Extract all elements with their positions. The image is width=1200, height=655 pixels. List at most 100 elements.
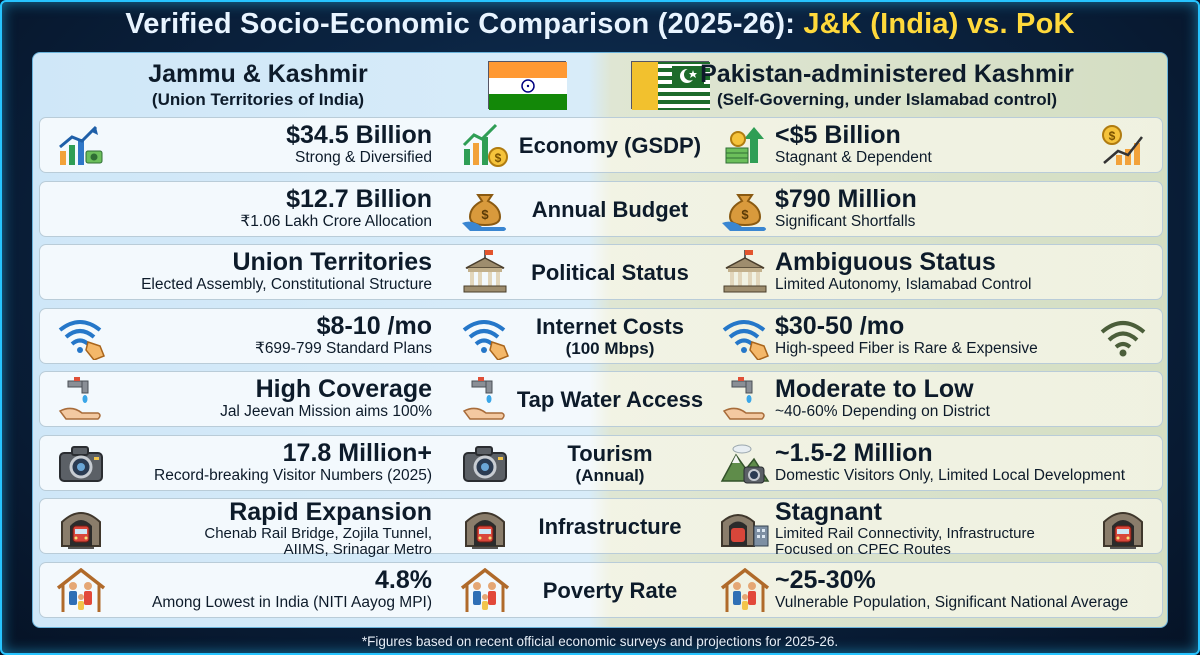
left-value: $34.5 Billion [286,121,432,149]
comparison-row: $34.5 Billion Strong & Diversified Economy… [39,117,1163,173]
left-region-subtitle: (Union Territories of India) [151,90,365,109]
right-cell: ~1.5-2 Million Domestic Visitors Only, Li… [775,438,1126,485]
comparison-row: $8-10 /mo ₹699-799 Standard Plans Internet… [39,307,1163,364]
right-value: ~1.5-2 Million [775,438,933,467]
right-value: ~25-30% [775,565,876,594]
right-cell: ~25-30% Vulnerable Population, Significan… [775,565,1129,612]
money-bag-hand-icon: $ [720,187,770,233]
government-building-icon [720,250,770,296]
water-tap-hand-icon [720,377,770,423]
right-cell: $30-50 /mo High-speed Fiber is Rare & Exp… [775,312,1038,358]
category-label: Annual Budget [510,182,710,238]
india-flag-icon [488,61,567,110]
right-cell: Ambiguous Status Limited Autonomy, Islama… [775,249,1031,294]
right-header: Pakistan-administered Kashmir (Self-Gove… [607,53,1167,115]
family-house-icon [720,567,770,614]
svg-text:$: $ [481,207,489,222]
svg-text:$: $ [1109,129,1116,143]
train-tunnel-icon [56,504,106,550]
left-description: Elected Assembly, Constitutional Structu… [141,276,432,293]
right-description: Domestic Visitors Only, Limited Local De… [775,466,1126,484]
left-description: Strong & Diversified [295,149,432,166]
right-value: $790 Million [775,184,917,213]
right-description: Limited Autonomy, Islamabad Control [775,276,1032,293]
left-description: ₹1.06 Lakh Crore Allocation [240,212,432,230]
right-description: Stagnant & Dependent [775,149,932,166]
category-label: Economy (GSDP) [510,118,710,174]
right-description: ~40-60% Depending on District [775,403,990,420]
government-building-icon [460,250,510,296]
page-title: Verified Socio-Economic Comparison (2025… [0,8,1200,41]
category-name: Tourism [567,440,653,466]
left-value: $12.7 Billion [286,184,432,213]
category-name: Tap Water Access [516,387,704,412]
left-value: 4.8% [375,565,432,594]
right-description-line2: Focused on CPEC Routes [775,541,951,558]
wifi-tag-icon [720,314,770,361]
left-description: Jal Jeevan Mission aims 100% [220,403,432,420]
category-name: Infrastructure [538,514,682,539]
category-label: Infrastructure [510,499,710,555]
family-house-icon [56,567,106,614]
coin-chart-icon: $ [1098,123,1148,169]
train-tunnel-icon [460,504,510,550]
comparison-row: High Coverage Jal Jeevan Mission aims 100… [39,371,1163,427]
left-cell: High Coverage Jal Jeevan Mission aims 100… [220,376,432,421]
svg-text:$: $ [741,207,749,222]
right-value: Stagnant [775,498,882,526]
comparison-row: $12.7 Billion ₹1.06 Lakh Crore Allocation… [39,180,1163,238]
comparison-row: Rapid Expansion Chenab Rail Bridge, Zojil… [39,498,1163,558]
category-label: Tourism (Annual) [510,436,710,492]
left-region-name: Jammu & Kashmir [148,60,368,88]
left-description: ₹699-799 Standard Plans [254,339,432,357]
left-value: $8-10 /mo [316,311,432,340]
left-cell: Rapid Expansion Chenab Rail Bridge, Zojil… [204,499,432,558]
water-tap-hand-icon [460,377,510,423]
category-name: Annual Budget [531,196,689,222]
ajk-flag-icon [631,61,710,110]
right-region-name: Pakistan-administered Kashmir [700,60,1074,88]
svg-text:$: $ [495,151,502,165]
right-description: High-speed Fiber is Rare & Expensive [775,339,1038,357]
left-value: 17.8 Million+ [282,438,432,467]
train-tunnel-icon [1098,504,1148,550]
title-main: Verified Socio-Economic Comparison (2025… [125,8,804,40]
right-description: Vulnerable Population, Significant Natio… [775,593,1129,611]
right-cell: Stagnant Limited Rail Connectivity, Infra… [775,499,1035,558]
camera-icon [460,441,510,487]
right-value: <$5 Billion [775,121,901,149]
category-qualifier: (100 Mbps) [565,338,655,358]
left-description: Among Lowest in India (NITI Aayog MPI) [152,593,432,611]
left-cell: 17.8 Million+ Record-breaking Visitor Num… [154,438,432,485]
right-cell: <$5 Billion Stagnant & Dependent [775,122,932,167]
right-value: Ambiguous Status [775,248,996,276]
left-cell: $34.5 Billion Strong & Diversified [286,122,432,167]
wifi-icon [1098,314,1148,360]
comparison-panel: Jammu & Kashmir (Union Territories of In… [32,52,1168,628]
growth-chart-icon [56,123,106,169]
left-description: Chenab Rail Bridge, Zojila Tunnel, [204,525,432,542]
right-description: Significant Shortfalls [775,212,916,230]
category-name: Political Status [531,260,689,285]
wifi-tag-icon [56,314,106,361]
left-value: Rapid Expansion [229,498,432,526]
title-highlight: J&K (India) vs. PoK [803,8,1075,40]
category-label: Political Status [510,245,710,301]
category-name: Economy (GSDP) [518,133,702,158]
category-label: Poverty Rate [510,563,710,619]
left-description: Record-breaking Visitor Numbers (2025) [154,466,432,484]
footer-note: *Figures based on recent official econom… [361,634,839,649]
growth-chart-coins-icon: $ [460,123,510,169]
right-cell: $790 Million Significant Shortfalls [775,184,917,231]
left-cell: $12.7 Billion ₹1.06 Lakh Crore Allocation [240,184,432,231]
money-bag-hand-icon: $ [460,187,510,233]
mountain-camera-icon [720,441,770,487]
category-qualifier: (Annual) [575,465,645,485]
family-house-icon [460,567,510,614]
left-header: Jammu & Kashmir (Union Territories of In… [33,53,483,115]
camera-icon [56,441,106,487]
category-name: Internet Costs [536,313,684,339]
right-cell: Moderate to Low ~40-60% Depending on Dist… [775,376,990,421]
left-value: Union Territories [232,248,432,276]
left-description-line2: AIIMS, Srinagar Metro [283,541,432,558]
